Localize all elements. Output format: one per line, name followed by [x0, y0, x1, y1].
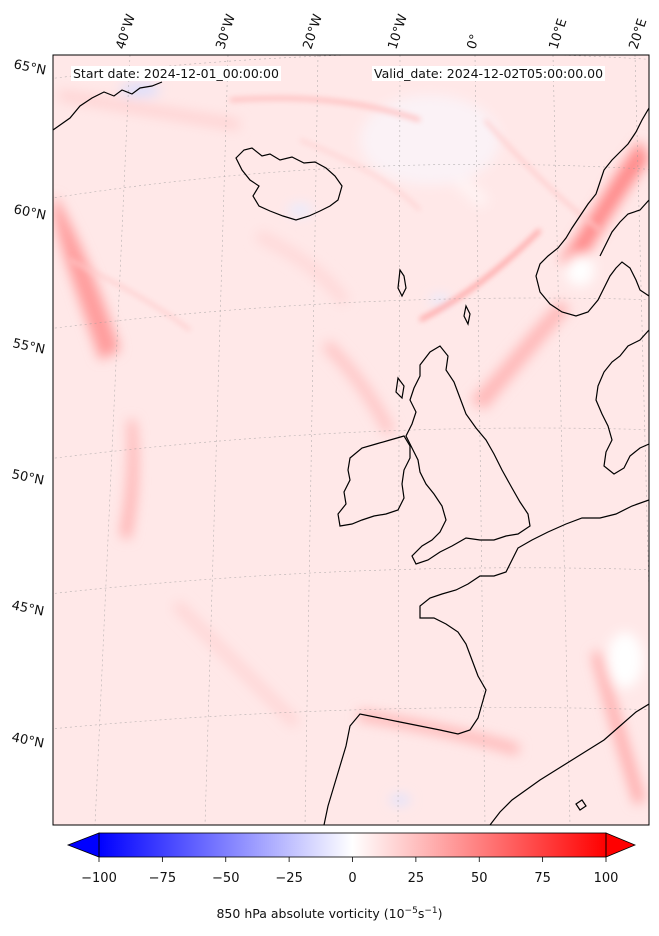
colorbar-tick-label: −75: [148, 871, 177, 886]
colorbar-tick-label: −100: [81, 871, 117, 886]
colorbar-tick-label: 0: [348, 871, 357, 886]
colorbar-label-end: ): [437, 906, 443, 922]
lon-label: 0°: [465, 33, 484, 52]
hebrides: [395, 376, 405, 400]
lon-label: 10°W: [386, 12, 411, 51]
colorbar-tick-label: −25: [275, 871, 303, 886]
lat-label: 55°N: [11, 336, 46, 357]
lon-label: 20°E: [627, 17, 651, 51]
colorbar-tick-label: −50: [212, 871, 240, 886]
colorbar: [66, 832, 637, 862]
shetland: [463, 304, 471, 326]
lat-label: 60°N: [12, 202, 47, 223]
colorbar-tick-label: 25: [407, 871, 425, 886]
colorbar-label: 850 hPa absolute vorticity (10−5s−1): [0, 906, 659, 921]
scotland-coast: [405, 345, 531, 565]
denmark-sweden: [595, 329, 649, 475]
map-frame: [52, 54, 650, 826]
start-date-text: Start date: 2024-12-01_00:00:00: [71, 66, 281, 81]
colorbar-label-main: 850 hPa absolute vorticity (10: [216, 906, 405, 922]
lon-label: 30°W: [214, 12, 239, 51]
coastlines: [53, 81, 649, 825]
colorbar-label-unit: s: [417, 906, 425, 922]
colorbar-extend-max: [605, 832, 637, 858]
lon-label: 40°W: [114, 12, 139, 51]
europe-coast: [323, 499, 649, 825]
iberia-south: [489, 703, 649, 825]
colorbar-tick-label: 50: [470, 871, 488, 886]
lon-label: 20°W: [301, 12, 326, 51]
lat-label: 50°N: [10, 467, 45, 488]
colorbar-extend-min: [66, 832, 100, 858]
colorbar-label-exponent: −1: [424, 906, 438, 916]
vorticity-field: [53, 55, 649, 825]
norway-inner: [599, 199, 649, 257]
colorbar-label-exponent: −5: [404, 906, 418, 916]
lat-label: 40°N: [10, 730, 45, 751]
latitude-labels: 65°N 60°N 55°N 50°N 45°N 40°N: [10, 57, 47, 751]
colorbar-tick-label: 75: [534, 871, 551, 886]
mallorca: [575, 799, 587, 811]
lat-label: 65°N: [12, 57, 47, 78]
colorbar-gradient: [99, 833, 606, 857]
iceland-coast: [235, 147, 343, 221]
greenland-coast: [53, 81, 163, 131]
valid-date-text: Valid_date: 2024-12-02T05:00:00.00: [372, 66, 606, 81]
colorbar-tick-label: 100: [593, 871, 619, 886]
ireland-coast: [337, 435, 411, 527]
faroes: [397, 268, 407, 298]
longitude-labels: 40°W 30°W 20°W 10°W 0° 10°E 20°E: [114, 12, 651, 51]
lon-label: 10°E: [547, 17, 571, 51]
scandinavia-coast: [535, 107, 649, 317]
lat-label: 45°N: [10, 598, 45, 619]
